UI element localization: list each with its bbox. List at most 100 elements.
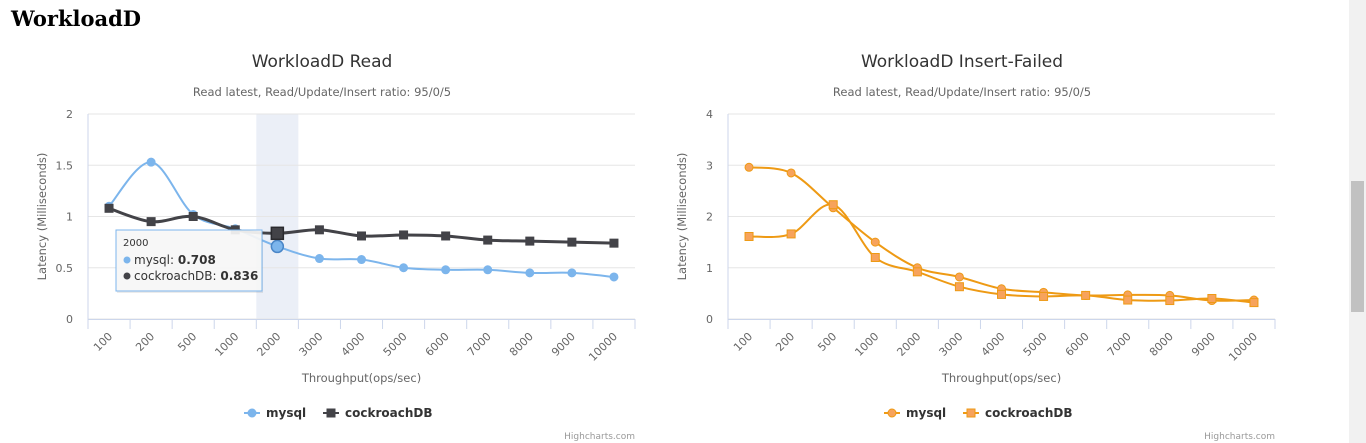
x-tick-label: 200: [133, 330, 157, 354]
x-tick-label: 5000: [1021, 330, 1050, 359]
x-axis-title: Throughput(ops/sec): [941, 371, 1061, 385]
x-tick-label: 500: [815, 330, 839, 354]
credits-link: Highcharts.com: [564, 432, 635, 442]
y-axis-title: Latency (Milliseconds): [675, 153, 689, 281]
legend-marker: [247, 408, 257, 418]
data-point-mysql[interactable]: [954, 272, 964, 282]
x-tick-label: 9000: [1189, 330, 1218, 359]
x-tick-label: 8000: [1147, 330, 1176, 359]
data-point-cockroachDB[interactable]: [1123, 295, 1133, 305]
data-point-mysql[interactable]: [357, 255, 366, 265]
tooltip: 2000 mysql: 0.708 cockroachDB: 0.836: [115, 229, 263, 293]
x-tick-label: 2000: [254, 330, 283, 359]
data-point-cockroachDB[interactable]: [954, 282, 964, 292]
data-point-cockroachDB[interactable]: [104, 203, 114, 213]
x-tick-label: 1000: [212, 330, 241, 359]
data-point-cockroachDB[interactable]: [567, 237, 577, 247]
legend-label: mysql: [906, 406, 946, 420]
tooltip-bullet: [123, 256, 131, 264]
y-tick-label: 4: [706, 108, 713, 121]
chart-title: WorkloadD Insert-Failed: [861, 52, 1063, 72]
y-tick-label: 0.5: [56, 262, 74, 275]
data-point-cockroachDB[interactable]: [744, 231, 754, 241]
data-point-cockroachDB[interactable]: [399, 230, 409, 240]
data-point-cockroachDB[interactable]: [828, 200, 838, 210]
credits-link: Highcharts.com: [1204, 432, 1275, 442]
x-tick-label: 1000: [852, 330, 881, 359]
legend-marker: [966, 408, 976, 418]
chart-workloadd-read: WorkloadD Read Read latest, Read/Update/I…: [10, 40, 650, 443]
x-tick-label: 500: [175, 330, 199, 354]
x-tick-label: 7000: [465, 330, 494, 359]
y-tick-label: 0: [706, 313, 713, 326]
x-tick-label: 3000: [297, 330, 326, 359]
chart-workloadd-insert-failed: WorkloadD Insert-Failed Read latest, Read…: [650, 40, 1290, 443]
x-tick-label: 9000: [549, 330, 578, 359]
scrollbar-thumb[interactable]: [1351, 181, 1364, 312]
legend-item-mysql[interactable]: mysql: [884, 406, 946, 420]
data-point-cockroachDB[interactable]: [1081, 290, 1091, 300]
data-point-mysql[interactable]: [609, 272, 619, 282]
x-tick-label: 6000: [1063, 330, 1092, 359]
legend-marker: [326, 408, 336, 418]
data-point-cockroachDB[interactable]: [1207, 294, 1217, 303]
tooltip-box: [115, 229, 263, 292]
chart-svg: WorkloadD Read Read latest, Read/Update/I…: [35, 52, 636, 442]
legend-item-cockroachDB[interactable]: cockroachDB: [963, 406, 1072, 420]
page-title: WorkloadD: [11, 6, 141, 31]
data-point-mysql[interactable]: [483, 265, 493, 275]
data-point-cockroachDB[interactable]: [146, 217, 156, 227]
data-point-cockroachDB[interactable]: [997, 289, 1006, 299]
data-point-mysql[interactable]: [525, 268, 535, 278]
legend-item-mysql[interactable]: mysql: [244, 406, 306, 420]
x-tick-label: 4000: [339, 330, 368, 359]
y-tick-label: 1.5: [56, 159, 74, 172]
data-point-cockroachDB[interactable]: [912, 267, 922, 277]
tooltip-row: mysql: 0.708: [134, 253, 216, 267]
x-tick-label: 6000: [423, 330, 452, 359]
legend-label: mysql: [266, 406, 306, 420]
data-point-mysql[interactable]: [314, 254, 324, 264]
data-point-mysql[interactable]: [441, 265, 451, 275]
data-point-cockroachDB[interactable]: [357, 231, 366, 241]
chart-subtitle: Read latest, Read/Update/Insert ratio: 9…: [193, 85, 451, 99]
x-tick-label: 2000: [894, 330, 923, 359]
data-point-cockroachDB[interactable]: [1039, 291, 1049, 301]
tooltip-header: 2000: [123, 238, 148, 249]
data-point-mysql[interactable]: [146, 157, 156, 167]
tooltip-series-name: mysql: [134, 253, 170, 267]
data-point-mysql[interactable]: [567, 268, 577, 278]
data-point-cockroachDB[interactable]: [1165, 296, 1175, 306]
tooltip-bullet: [123, 272, 131, 280]
data-point-mysql[interactable]: [870, 237, 880, 247]
y-tick-label: 3: [706, 159, 713, 172]
data-point-cockroachDB[interactable]: [786, 229, 796, 239]
x-tick-label: 10000: [1226, 330, 1260, 364]
chart-svg: WorkloadD Insert-Failed Read latest, Read…: [675, 52, 1276, 442]
data-point-mysql[interactable]: [744, 162, 754, 172]
data-point-cockroachDB[interactable]: [870, 253, 880, 262]
vertical-scrollbar[interactable]: [1349, 0, 1366, 443]
data-point-cockroachDB[interactable]: [188, 212, 198, 221]
tooltip-value: 0.836: [220, 269, 258, 283]
data-point-cockroachDB[interactable]: [1249, 298, 1259, 308]
y-tick-label: 1: [66, 211, 73, 224]
series-line-mysql: [748, 166, 1254, 302]
data-point-mysql[interactable]: [786, 168, 796, 178]
legend-marker: [887, 408, 897, 418]
y-tick-label: 2: [706, 211, 713, 224]
data-point-cockroachDB[interactable]: [609, 238, 619, 248]
legend-item-cockroachDB[interactable]: cockroachDB: [323, 406, 432, 420]
data-point-cockroachDB[interactable]: [483, 235, 493, 245]
x-tick-label: 5000: [381, 330, 410, 359]
tooltip-separator: :: [213, 269, 221, 283]
data-point-cockroachDB[interactable]: [314, 225, 324, 235]
x-tick-label: 100: [91, 330, 115, 354]
data-point-cockroachDB[interactable]: [441, 231, 451, 241]
data-point-mysql[interactable]: [399, 263, 409, 273]
x-tick-label: 4000: [979, 330, 1008, 359]
hover-marker: [270, 239, 285, 254]
x-tick-label: 7000: [1105, 330, 1134, 359]
data-point-cockroachDB[interactable]: [525, 236, 535, 246]
tooltip-value: 0.708: [178, 253, 216, 267]
